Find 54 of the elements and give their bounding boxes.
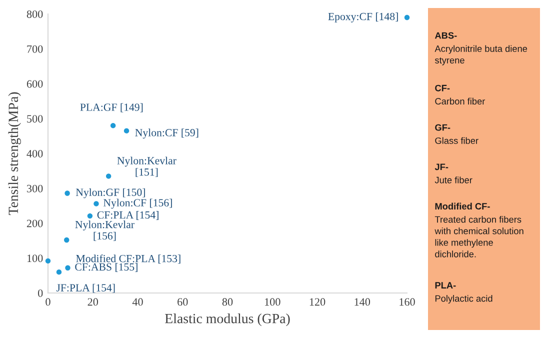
y-tick-label: 100	[27, 254, 43, 262]
x-tick-label: 60	[178, 298, 188, 306]
x-axis-title: Elastic modulus (GPa)	[165, 313, 290, 326]
point	[64, 190, 70, 196]
annotation: Nylon:CF [156]	[103, 198, 172, 209]
x-tick-label: 40	[132, 298, 143, 306]
text: GF-	[435, 124, 450, 131]
point	[94, 201, 99, 206]
y-tick-label: 400	[26, 150, 43, 158]
text: Modified CF-	[435, 202, 490, 210]
x-tick-label: 0	[46, 298, 50, 306]
point	[64, 237, 70, 243]
point	[87, 213, 93, 219]
text: JF-	[434, 164, 448, 170]
point	[110, 123, 116, 128]
text: Carbon fiber	[435, 98, 486, 105]
text: Jute fiber	[434, 176, 472, 184]
annotation: CF:PLA [154]	[97, 211, 158, 220]
text: Treated carbon fibers with chemical solution like methylene dichloride.	[434, 216, 524, 258]
text: CF-	[435, 84, 450, 92]
annotation: Modified CF:PLA [153]	[76, 254, 180, 264]
annotation: Nylon:GF [150]	[76, 188, 145, 198]
annotation: CF:ABS [155]	[75, 262, 138, 272]
point	[56, 269, 62, 275]
x-tick-label: 100	[265, 298, 280, 306]
text: Acrylonitrile buta diene styrene	[434, 45, 528, 66]
x-tick-label: 120	[310, 298, 326, 306]
point	[404, 14, 410, 20]
annotation: PLA:GF [149]	[80, 103, 143, 112]
text: PLA-	[435, 282, 456, 288]
y-tick-label: 500	[27, 115, 43, 123]
text: ABS-	[434, 32, 457, 39]
point	[106, 174, 112, 179]
y-tick-label: 800	[26, 10, 43, 18]
y-tick-label: 700	[27, 45, 43, 53]
annotation: Nylon:Kevlar [156]	[75, 220, 134, 241]
y-tick-label: 600	[26, 80, 43, 88]
text: Polylactic acid	[435, 295, 492, 304]
x-tick-label: 140	[354, 298, 370, 306]
annotation: Epoxy:CF [148]	[328, 12, 398, 22]
y-tick-label: 200	[26, 220, 43, 228]
x-tick-label: 20	[88, 298, 98, 306]
annotation: JF:PLA [154]	[56, 284, 115, 293]
y-tick-label: 300	[27, 184, 43, 192]
x-tick-label: 80	[222, 298, 233, 306]
x-tick-label: 160	[400, 298, 415, 306]
annotation: Nylon:Kevlar [151]	[117, 156, 176, 178]
y-tick-label: 0	[38, 289, 43, 297]
point	[65, 265, 70, 270]
point	[124, 128, 130, 134]
annotation: Nylon:CF [59]	[135, 128, 198, 139]
y-axis-title: Tensile strength(MPa)	[8, 92, 21, 216]
text: Glass fiber	[435, 137, 478, 144]
point	[45, 258, 51, 264]
